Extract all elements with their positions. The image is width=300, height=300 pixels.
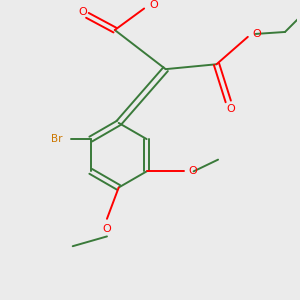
Text: O: O (78, 8, 87, 17)
Text: O: O (149, 0, 158, 10)
Text: Br: Br (51, 134, 62, 144)
Text: O: O (189, 167, 197, 176)
Text: O: O (103, 224, 111, 234)
Text: O: O (253, 29, 262, 39)
Text: O: O (227, 104, 236, 114)
